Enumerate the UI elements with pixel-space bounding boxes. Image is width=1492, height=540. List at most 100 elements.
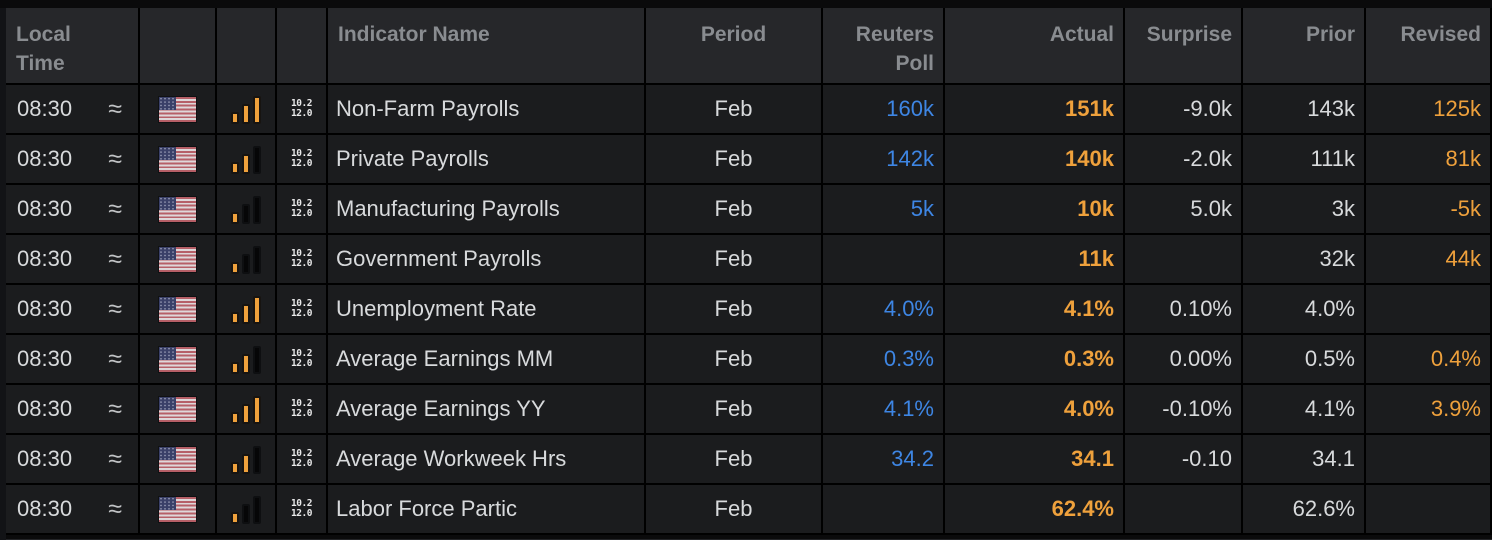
us-flag-icon	[158, 195, 197, 223]
indicator-name: Non-Farm Payrolls	[336, 96, 520, 121]
time-label: 08:30	[17, 146, 73, 171]
revised-value: -5k	[1450, 196, 1481, 221]
importance-bars-icon	[231, 394, 261, 424]
poll-value: 0.3%	[883, 346, 934, 371]
poll-value: 4.1%	[883, 396, 934, 421]
table-row[interactable]: 08:30 ≈ 10.2 12.0 Average Earnings MM Feb …	[6, 335, 1492, 385]
time-label: 08:30	[17, 246, 73, 271]
numeric-data-icon[interactable]: 10.2 12.0	[291, 148, 312, 169]
header-period: Period	[646, 8, 823, 83]
time-label: 08:30	[17, 196, 73, 221]
indicator-name: Average Earnings YY	[336, 396, 546, 421]
header-details-column	[277, 8, 328, 83]
actual-value: 34.1	[1071, 446, 1114, 471]
period-value: Feb	[714, 96, 753, 121]
header-surprise: Surprise	[1125, 8, 1243, 83]
prior-value: 4.1%	[1304, 396, 1355, 421]
table-row[interactable]: 08:30 ≈ 10.2 12.0 Unemployment Rate Feb 4.…	[6, 285, 1492, 335]
importance-bars-icon	[231, 194, 261, 224]
time-label: 08:30	[17, 496, 73, 521]
numeric-data-icon[interactable]: 10.2 12.0	[291, 198, 312, 219]
us-flag-icon	[158, 445, 197, 473]
header-indicator-name: Indicator Name	[328, 8, 646, 83]
approx-time-icon: ≈	[108, 294, 122, 323]
numeric-data-icon[interactable]: 10.2 12.0	[291, 98, 312, 119]
prior-value: 34.1	[1312, 446, 1355, 471]
importance-bars-icon	[231, 94, 261, 124]
us-flag-icon	[158, 295, 197, 323]
numeric-data-icon[interactable]: 10.2 12.0	[291, 498, 312, 519]
table-row[interactable]: 08:30 ≈ 10.2 12.0 Private Payrolls Feb 142…	[6, 135, 1492, 185]
indicator-name: Private Payrolls	[336, 146, 489, 171]
indicator-name: Labor Force Partic	[336, 496, 517, 521]
header-actual: Actual	[945, 8, 1125, 83]
table-row[interactable]: 08:30 ≈ 10.2 12.0 Labor Force Partic Feb 6…	[6, 485, 1492, 535]
header-importance-column	[217, 8, 277, 83]
importance-bars-icon	[231, 294, 261, 324]
table-row[interactable]: 08:30 ≈ 10.2 12.0 Government Payrolls Feb …	[6, 235, 1492, 285]
header-reuters-poll: Reuters Poll	[823, 8, 945, 83]
numeric-data-icon[interactable]: 10.2 12.0	[291, 298, 312, 319]
us-flag-icon	[158, 245, 197, 273]
time-label: 08:30	[17, 446, 73, 471]
numeric-data-icon[interactable]: 10.2 12.0	[291, 248, 312, 269]
us-flag-icon	[158, 395, 197, 423]
revised-value: 44k	[1445, 246, 1481, 271]
surprise-value: -9.0k	[1183, 96, 1232, 121]
indicator-name: Average Workweek Hrs	[336, 446, 567, 471]
period-value: Feb	[714, 196, 753, 221]
actual-value: 140k	[1065, 146, 1114, 171]
indicator-name: Unemployment Rate	[336, 296, 537, 321]
prior-value: 143k	[1307, 96, 1355, 121]
header-flag-column	[140, 8, 217, 83]
time-label: 08:30	[17, 346, 73, 371]
table-row[interactable]: 08:30 ≈ 10.2 12.0 Non-Farm Payrolls Feb 16…	[6, 85, 1492, 135]
us-flag-icon	[158, 495, 197, 523]
indicator-name: Average Earnings MM	[336, 346, 554, 371]
header-local-time: Local Time	[6, 8, 140, 83]
actual-value: 10k	[1077, 196, 1114, 221]
numeric-data-icon[interactable]: 10.2 12.0	[291, 348, 312, 369]
revised-value: 0.4%	[1430, 346, 1481, 371]
revised-value: 125k	[1433, 96, 1481, 121]
actual-value: 151k	[1065, 96, 1114, 121]
surprise-value: 0.10%	[1169, 296, 1232, 321]
time-label: 08:30	[17, 296, 73, 321]
time-label: 08:30	[17, 396, 73, 421]
poll-value: 5k	[910, 196, 934, 221]
actual-value: 11k	[1078, 246, 1115, 271]
table-row[interactable]: 08:30 ≈ 10.2 12.0 Average Workweek Hrs Feb…	[6, 435, 1492, 485]
approx-time-icon: ≈	[108, 394, 122, 423]
surprise-value: -0.10	[1181, 446, 1232, 471]
header-row: Local Time Indicator Name Period Reuters…	[6, 8, 1492, 85]
table-row[interactable]: 08:30 ≈ 10.2 12.0 Average Earnings YY Feb …	[6, 385, 1492, 435]
prior-value: 3k	[1331, 196, 1355, 221]
period-value: Feb	[714, 496, 753, 521]
period-value: Feb	[714, 346, 753, 371]
actual-value: 4.1%	[1063, 296, 1114, 321]
surprise-value: 5.0k	[1190, 196, 1232, 221]
poll-value: 142k	[886, 146, 934, 171]
header-prior: Prior	[1243, 8, 1366, 83]
header-revised: Revised	[1366, 8, 1492, 83]
us-flag-icon	[158, 145, 197, 173]
importance-bars-icon	[231, 494, 261, 524]
period-value: Feb	[714, 146, 753, 171]
numeric-data-icon[interactable]: 10.2 12.0	[291, 448, 312, 469]
bottom-divider	[6, 535, 1492, 539]
prior-value: 62.6%	[1292, 496, 1355, 521]
poll-value: 34.2	[891, 446, 934, 471]
us-flag-icon	[158, 345, 197, 373]
approx-time-icon: ≈	[108, 444, 122, 473]
period-value: Feb	[714, 396, 753, 421]
table-row[interactable]: 08:30 ≈ 10.2 12.0 Manufacturing Payrolls F…	[6, 185, 1492, 235]
actual-value: 62.4%	[1051, 496, 1114, 521]
time-label: 08:30	[17, 96, 73, 121]
approx-time-icon: ≈	[108, 344, 122, 373]
numeric-data-icon[interactable]: 10.2 12.0	[291, 398, 312, 419]
actual-value: 0.3%	[1063, 346, 1114, 371]
period-value: Feb	[714, 246, 753, 271]
surprise-value: -2.0k	[1183, 146, 1232, 171]
period-value: Feb	[714, 446, 753, 471]
